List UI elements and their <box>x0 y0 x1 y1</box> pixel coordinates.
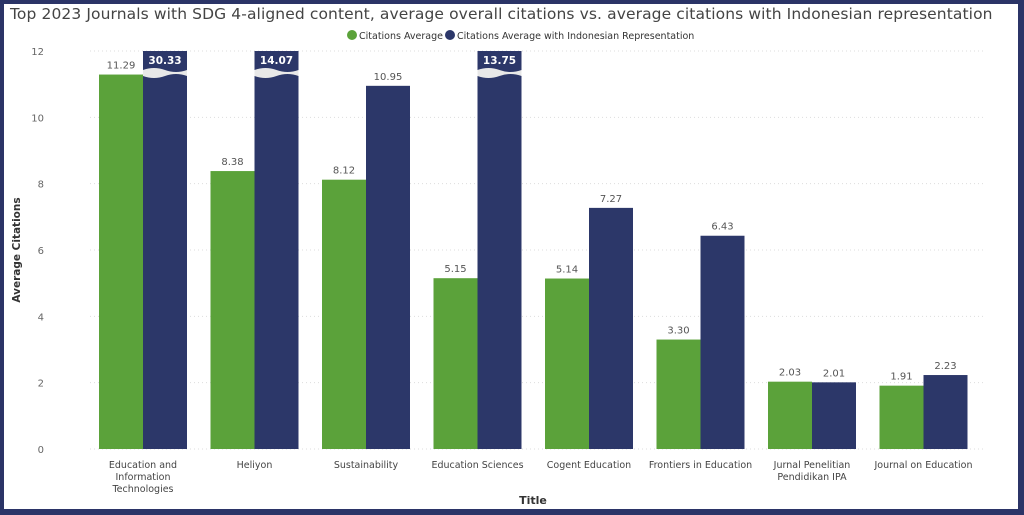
x-tick-label: Education and <box>109 460 177 471</box>
bar <box>477 51 522 449</box>
bar <box>99 74 143 449</box>
x-tick-label: Sustainability <box>334 460 399 471</box>
data-label: 10.95 <box>374 72 403 83</box>
bar <box>143 51 187 449</box>
x-tick-label: Technologies <box>111 484 173 495</box>
bar <box>254 51 299 449</box>
axis-break-mark <box>143 68 187 78</box>
bar <box>700 235 745 449</box>
legend-marker <box>347 30 357 40</box>
x-tick-label: Jurnal Penelitian <box>773 460 851 471</box>
y-axis-label: Average Citations <box>11 197 23 302</box>
data-label: 13.75 <box>483 55 516 67</box>
x-tick-label: Cogent Education <box>547 460 631 471</box>
data-label: 2.03 <box>779 368 801 379</box>
bar <box>589 207 633 449</box>
y-tick-label: 2 <box>38 379 44 390</box>
data-label: 2.23 <box>934 361 956 372</box>
bar <box>433 278 478 449</box>
bar <box>545 278 589 449</box>
bar <box>366 85 410 449</box>
bar <box>322 179 366 450</box>
x-tick-label: Heliyon <box>237 460 273 471</box>
data-label: 8.38 <box>221 157 243 168</box>
y-tick-label: 8 <box>38 180 44 191</box>
legend-marker <box>445 30 455 40</box>
x-tick-label: Journal on Education <box>873 460 972 471</box>
data-label: 7.27 <box>600 194 622 205</box>
bar <box>923 375 968 449</box>
x-tick-label: Information <box>116 472 171 483</box>
y-tick-label: 12 <box>31 47 44 58</box>
bar <box>879 385 924 449</box>
data-label: 30.33 <box>148 55 181 67</box>
x-tick-label: Pendidikan IPA <box>777 472 847 483</box>
bar <box>768 381 812 449</box>
data-label: 6.43 <box>711 222 733 233</box>
axis-break-mark <box>477 68 522 78</box>
data-label: 5.14 <box>556 265 578 276</box>
data-label: 11.29 <box>107 61 136 72</box>
bar <box>656 339 701 449</box>
x-axis-label: Title <box>519 494 547 507</box>
data-label: 1.91 <box>890 372 912 383</box>
data-label: 5.15 <box>444 264 466 275</box>
chart-title: Top 2023 Journals with SDG 4-aligned con… <box>10 5 993 23</box>
y-tick-label: 10 <box>31 113 44 124</box>
axis-break-mark <box>254 68 299 78</box>
data-label: 14.07 <box>260 55 293 67</box>
y-tick-label: 0 <box>38 445 44 456</box>
data-label: 3.30 <box>667 326 689 337</box>
data-label: 2.01 <box>823 368 845 379</box>
y-tick-label: 6 <box>38 246 44 257</box>
legend-label: Citations Average <box>359 31 443 42</box>
x-tick-label: Education Sciences <box>431 460 523 471</box>
bar <box>812 382 856 449</box>
bar <box>210 171 255 449</box>
data-label: 8.12 <box>333 166 355 177</box>
legend-label: Citations Average with Indonesian Repres… <box>457 31 694 42</box>
y-tick-label: 4 <box>38 312 44 323</box>
x-tick-label: Frontiers in Education <box>649 460 752 471</box>
